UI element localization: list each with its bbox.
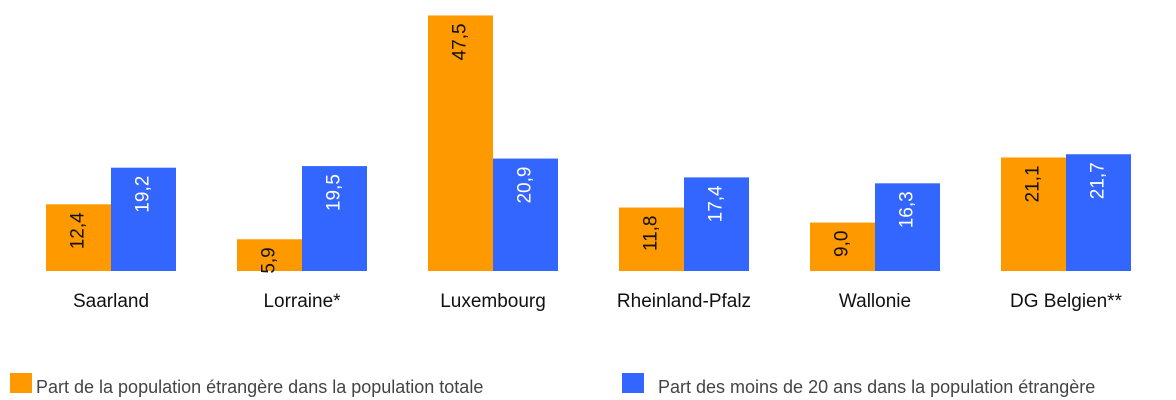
data-label: 21,1 bbox=[1023, 165, 1044, 202]
legend-swatch bbox=[10, 373, 32, 393]
data-label: 20,9 bbox=[515, 167, 536, 204]
bar bbox=[619, 207, 684, 271]
data-label: 12,4 bbox=[68, 212, 89, 249]
data-label: 19,5 bbox=[324, 174, 345, 211]
data-label: 19,2 bbox=[133, 176, 154, 213]
x-tick-label: Lorraine* bbox=[263, 291, 341, 312]
x-tick-label: Rheinland-Pfalz bbox=[617, 291, 751, 312]
data-label: 17,4 bbox=[706, 185, 727, 222]
data-label: 9,0 bbox=[832, 231, 853, 257]
data-label: 11,8 bbox=[641, 216, 662, 252]
bar bbox=[810, 222, 875, 271]
bar bbox=[493, 158, 558, 271]
x-tick-label: Wallonie bbox=[839, 291, 911, 312]
bar bbox=[111, 167, 176, 271]
legend-swatch bbox=[622, 373, 644, 393]
data-label: 5,9 bbox=[259, 247, 280, 273]
bar bbox=[875, 183, 940, 271]
x-tick-label: Luxembourg bbox=[440, 291, 546, 312]
data-label: 21,7 bbox=[1088, 162, 1109, 199]
bar bbox=[237, 239, 302, 271]
x-tick-label: Saarland bbox=[73, 291, 149, 312]
bar bbox=[428, 15, 493, 272]
bar bbox=[46, 204, 111, 271]
x-tick-label: DG Belgien** bbox=[1010, 291, 1123, 312]
legend-label: Part de la population étrangère dans la … bbox=[36, 377, 483, 397]
data-label: 47,5 bbox=[450, 23, 471, 60]
legend-label: Part des moins de 20 ans dans la populat… bbox=[658, 377, 1095, 397]
data-label: 16,3 bbox=[897, 191, 918, 228]
bar bbox=[684, 177, 749, 271]
bar bbox=[302, 166, 367, 271]
bar bbox=[1066, 154, 1131, 271]
bar bbox=[1001, 157, 1066, 271]
